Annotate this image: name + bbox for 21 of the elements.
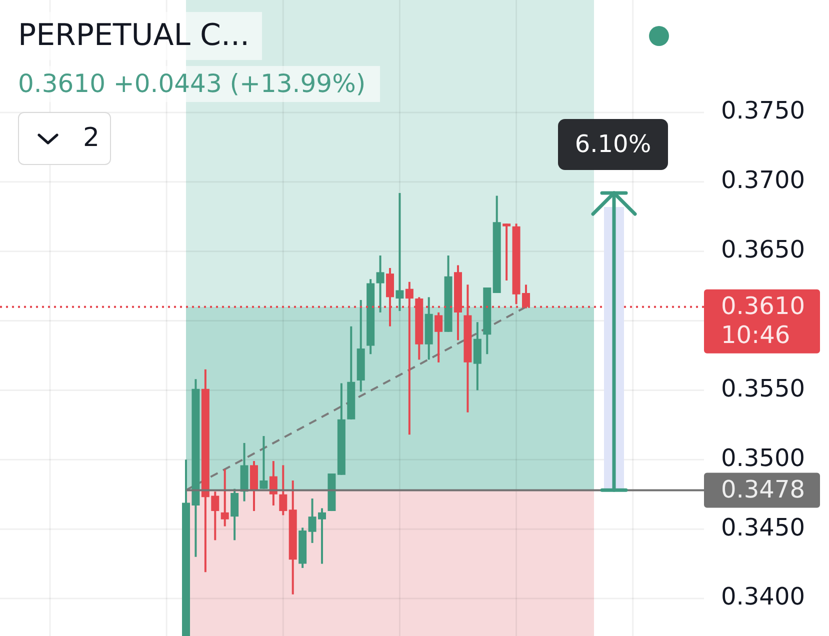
candlestick [220,468,229,528]
y-tick-label: 0.3450 [721,513,805,542]
annotation: 6.10% [574,130,652,158]
y-tick-label: 0.3700 [721,166,805,194]
candlestick [376,254,384,314]
text: 0.3610 +0.0443 (+13.99%) [0,66,380,102]
text: PERPETUAL C... [0,12,262,60]
y-tick-label: 0.3650 [721,236,805,264]
y-tick-label: 0.3550 [721,374,805,402]
ref-line-label: 0.3478 [721,475,805,504]
dropdown-button[interactable]: 2 [18,112,111,165]
y-tick-label: 0.3500 [721,444,805,472]
candlestick [434,311,443,364]
label-bubble: 6.10% [558,119,668,170]
candlestick [260,435,268,490]
candlestick [279,464,288,516]
y-tick-label: 0.3400 [721,582,805,611]
candlestick [502,222,511,282]
y-tick-label: 0.3750 [721,96,805,125]
ref-line-label: 0.3610 10:46 [721,292,805,350]
candlestick [396,192,404,312]
